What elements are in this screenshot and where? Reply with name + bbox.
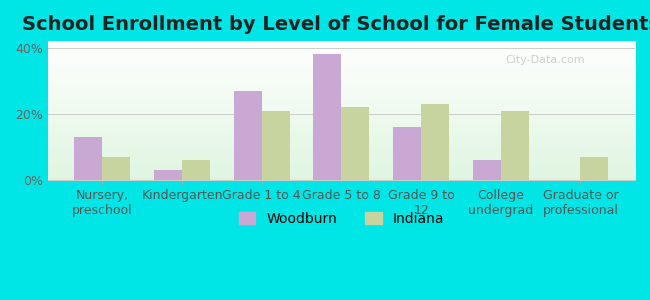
Legend: Woodburn, Indiana: Woodburn, Indiana	[233, 206, 450, 231]
Text: City-Data.com: City-Data.com	[506, 55, 586, 65]
Title: School Enrollment by Level of School for Female Students: School Enrollment by Level of School for…	[23, 15, 650, 34]
Bar	[102, 157, 130, 180]
Bar	[154, 170, 182, 180]
Bar	[421, 104, 449, 180]
Bar	[473, 160, 501, 180]
Bar	[75, 137, 102, 180]
Bar	[393, 127, 421, 180]
Bar	[234, 91, 262, 180]
Bar	[262, 110, 289, 180]
Bar	[500, 110, 528, 180]
Bar	[341, 107, 369, 180]
Bar	[580, 157, 608, 180]
Bar	[182, 160, 210, 180]
Bar	[313, 54, 341, 180]
